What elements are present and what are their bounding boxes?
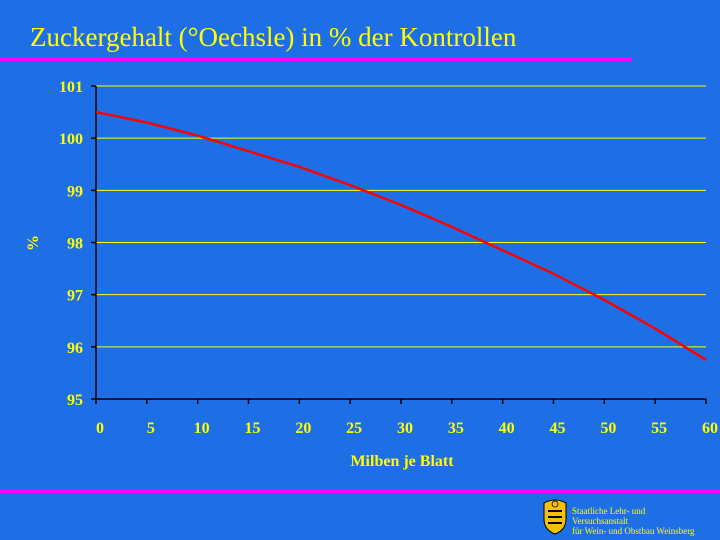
institution-line-1: Staatliche Lehr- und bbox=[572, 506, 646, 516]
y-tick-label-95: 95 bbox=[67, 392, 83, 409]
x-tick-label-5: 5 bbox=[147, 420, 155, 437]
x-tick-label-15: 15 bbox=[245, 420, 261, 437]
bottom-divider bbox=[0, 489, 720, 493]
coat-of-arms-icon bbox=[543, 499, 567, 535]
grid-lines bbox=[96, 85, 706, 348]
y-tick-label-101: 101 bbox=[59, 79, 83, 96]
x-tick-label-60: 60 bbox=[702, 420, 718, 437]
x-tick-label-30: 30 bbox=[397, 420, 413, 437]
y-tick-label-96: 96 bbox=[67, 340, 83, 357]
sugar-content-chart: 95 96 97 98 99 100 101 0 5 10 15 20 25 30 35 40 45 50 55 60… bbox=[25, 79, 718, 470]
institution-line-2: Versuchsanstalt bbox=[572, 516, 628, 526]
series-layer bbox=[95, 110, 707, 361]
x-tick-label-35: 35 bbox=[448, 420, 464, 437]
y-tick-label-100: 100 bbox=[59, 131, 83, 148]
y-tick-label-97: 97 bbox=[67, 288, 83, 305]
x-tick-label-45: 45 bbox=[550, 420, 566, 437]
y-tick-label-99: 99 bbox=[67, 183, 83, 200]
x-axis-label: Milben je Blatt bbox=[350, 453, 454, 470]
x-tick-label-25: 25 bbox=[346, 420, 362, 437]
x-tick-label-0: 0 bbox=[96, 420, 104, 437]
institution-name: Staatliche Lehr- und Versuchsanstalt für… bbox=[572, 506, 695, 536]
top-divider bbox=[0, 57, 632, 61]
tick-labels: 95 96 97 98 99 100 101 0 5 10 15 20 25 30 35 40 45 50 55 60 bbox=[59, 79, 718, 437]
x-tick-label-50: 50 bbox=[600, 420, 616, 437]
x-tick-label-40: 40 bbox=[499, 420, 515, 437]
x-tick-label-55: 55 bbox=[651, 420, 667, 437]
series-line-0 bbox=[95, 110, 707, 361]
slide-title: Zuckergehalt (°Oechsle) in % der Kontrol… bbox=[30, 22, 517, 52]
x-tick-label-10: 10 bbox=[194, 420, 210, 437]
institution-line-3: für Wein- und Obstbau Weinsberg bbox=[572, 526, 695, 536]
x-tick-label-20: 20 bbox=[295, 420, 311, 437]
axes bbox=[91, 85, 707, 404]
y-tick-label-98: 98 bbox=[67, 236, 83, 253]
y-axis-label: % bbox=[25, 235, 42, 251]
